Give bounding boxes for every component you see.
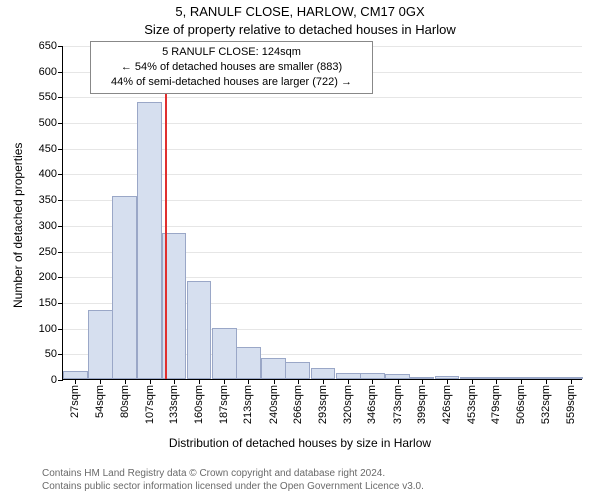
x-tick-label: 54sqm bbox=[94, 385, 106, 418]
x-tick-mark bbox=[546, 379, 547, 384]
y-axis-label: Number of detached properties bbox=[11, 143, 25, 308]
y-tick-label: 300 bbox=[39, 220, 57, 232]
x-tick-mark bbox=[521, 379, 522, 384]
y-tick-label: 450 bbox=[39, 143, 57, 155]
y-tick-mark bbox=[58, 380, 63, 381]
x-tick-mark bbox=[298, 379, 299, 384]
y-tick-mark bbox=[58, 72, 63, 73]
y-tick-label: 0 bbox=[51, 374, 57, 386]
x-tick-mark bbox=[224, 379, 225, 384]
x-tick-label: 240sqm bbox=[268, 385, 280, 424]
x-tick-label: 320sqm bbox=[342, 385, 354, 424]
histogram-bar bbox=[285, 362, 310, 379]
x-tick-label: 27sqm bbox=[69, 385, 81, 418]
x-tick-label: 213sqm bbox=[242, 385, 254, 424]
histogram-bar bbox=[311, 368, 336, 379]
x-tick-label: 399sqm bbox=[416, 385, 428, 424]
histogram-bar bbox=[212, 328, 237, 379]
y-tick-label: 200 bbox=[39, 271, 57, 283]
x-tick-mark bbox=[75, 379, 76, 384]
x-tick-mark bbox=[496, 379, 497, 384]
y-tick-label: 500 bbox=[39, 117, 57, 129]
x-tick-mark bbox=[372, 379, 373, 384]
x-tick-mark bbox=[323, 379, 324, 384]
x-axis-label: Distribution of detached houses by size … bbox=[0, 436, 600, 450]
x-tick-label: 479sqm bbox=[490, 385, 502, 424]
x-tick-mark bbox=[348, 379, 349, 384]
y-tick-label: 150 bbox=[39, 297, 57, 309]
callout-line-1: 5 RANULF CLOSE: 124sqm bbox=[97, 45, 366, 60]
x-tick-label: 107sqm bbox=[144, 385, 156, 424]
y-tick-label: 250 bbox=[39, 246, 57, 258]
x-tick-mark bbox=[447, 379, 448, 384]
y-tick-label: 350 bbox=[39, 194, 57, 206]
marker-line bbox=[165, 45, 167, 379]
x-tick-mark bbox=[274, 379, 275, 384]
y-tick-label: 50 bbox=[45, 348, 57, 360]
chart-title-address: 5, RANULF CLOSE, HARLOW, CM17 0GX bbox=[0, 4, 600, 19]
x-tick-label: 506sqm bbox=[515, 385, 527, 424]
y-tick-mark bbox=[58, 329, 63, 330]
x-tick-label: 559sqm bbox=[565, 385, 577, 424]
y-tick-mark bbox=[58, 252, 63, 253]
x-tick-mark bbox=[199, 379, 200, 384]
y-tick-label: 550 bbox=[39, 91, 57, 103]
x-tick-mark bbox=[422, 379, 423, 384]
y-tick-mark bbox=[58, 226, 63, 227]
x-tick-label: 293sqm bbox=[317, 385, 329, 424]
chart-container: 5, RANULF CLOSE, HARLOW, CM17 0GX Size o… bbox=[0, 0, 600, 500]
y-tick-mark bbox=[58, 46, 63, 47]
chart-title-subtitle: Size of property relative to detached ho… bbox=[0, 22, 600, 37]
x-tick-label: 426sqm bbox=[441, 385, 453, 424]
x-tick-mark bbox=[174, 379, 175, 384]
x-tick-label: 266sqm bbox=[292, 385, 304, 424]
x-tick-label: 532sqm bbox=[540, 385, 552, 424]
callout-box: 5 RANULF CLOSE: 124sqm ← 54% of detached… bbox=[90, 41, 373, 94]
histogram-bar bbox=[88, 310, 113, 379]
gridline bbox=[63, 97, 582, 98]
callout-line-2: ← 54% of detached houses are smaller (88… bbox=[97, 60, 366, 75]
x-tick-label: 373sqm bbox=[392, 385, 404, 424]
y-tick-mark bbox=[58, 277, 63, 278]
histogram-bar bbox=[137, 102, 162, 379]
histogram-bar bbox=[187, 281, 212, 379]
x-tick-mark bbox=[398, 379, 399, 384]
y-tick-mark bbox=[58, 303, 63, 304]
x-tick-mark bbox=[150, 379, 151, 384]
y-tick-mark bbox=[58, 97, 63, 98]
x-tick-label: 133sqm bbox=[168, 385, 180, 424]
footnote-line-2: Contains public sector information licen… bbox=[42, 480, 424, 493]
histogram-bar bbox=[112, 196, 137, 379]
y-tick-label: 600 bbox=[39, 66, 57, 78]
footnote-line-1: Contains HM Land Registry data © Crown c… bbox=[42, 467, 424, 480]
x-tick-mark bbox=[100, 379, 101, 384]
y-tick-mark bbox=[58, 149, 63, 150]
x-tick-mark bbox=[472, 379, 473, 384]
x-tick-label: 453sqm bbox=[466, 385, 478, 424]
x-tick-label: 346sqm bbox=[366, 385, 378, 424]
histogram-bar bbox=[63, 371, 88, 379]
x-tick-label: 187sqm bbox=[218, 385, 230, 424]
callout-line-3: 44% of semi-detached houses are larger (… bbox=[97, 75, 366, 90]
histogram-bar bbox=[236, 347, 261, 379]
footnote: Contains HM Land Registry data © Crown c… bbox=[42, 467, 424, 493]
y-tick-label: 100 bbox=[39, 323, 57, 335]
y-tick-mark bbox=[58, 174, 63, 175]
y-tick-mark bbox=[58, 354, 63, 355]
x-tick-mark bbox=[125, 379, 126, 384]
x-tick-label: 160sqm bbox=[193, 385, 205, 424]
y-tick-label: 650 bbox=[39, 40, 57, 52]
histogram-bar bbox=[261, 358, 286, 379]
y-tick-mark bbox=[58, 200, 63, 201]
x-tick-label: 80sqm bbox=[119, 385, 131, 418]
x-tick-mark bbox=[248, 379, 249, 384]
y-tick-mark bbox=[58, 123, 63, 124]
plot-area: 0501001502002503003504004505005506006502… bbox=[62, 46, 582, 380]
y-tick-label: 400 bbox=[39, 168, 57, 180]
x-tick-mark bbox=[571, 379, 572, 384]
